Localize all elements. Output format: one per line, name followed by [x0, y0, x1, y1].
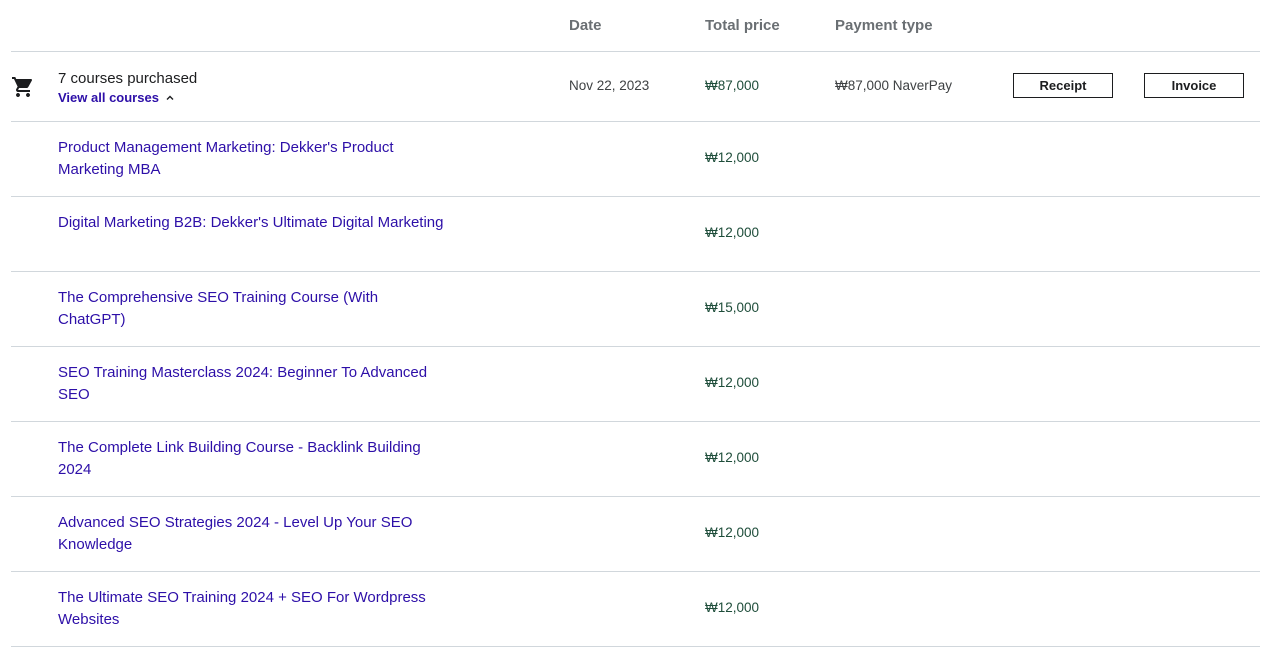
course-row: SEO Training Masterclass 2024: Beginner …: [11, 347, 1260, 422]
course-price: ₩12,000: [705, 450, 760, 465]
course-price: ₩12,000: [705, 375, 760, 390]
course-price: ₩12,000: [705, 600, 760, 615]
purchase-history-table: Date Total price Payment type 7 courses …: [11, 0, 1260, 647]
course-price: ₩12,000: [705, 150, 760, 165]
course-title-link[interactable]: SEO Training Masterclass 2024: Beginner …: [58, 364, 428, 403]
course-price: ₩12,000: [705, 525, 760, 540]
courses-purchased-count: 7 courses purchased: [58, 70, 198, 87]
course-title-link[interactable]: The Comprehensive SEO Training Course (W…: [58, 289, 379, 328]
course-title-link[interactable]: The Ultimate SEO Training 2024 + SEO For…: [58, 589, 426, 628]
purchase-date: Nov 22, 2023: [569, 78, 650, 93]
table-header: Date Total price Payment type: [11, 0, 1260, 52]
shopping-cart-icon: [12, 77, 33, 97]
course-row: Digital Marketing B2B: Dekker's Ultimate…: [11, 197, 1260, 272]
course-price: ₩15,000: [705, 300, 760, 315]
purchase-summary-row: 7 courses purchased View all courses Nov…: [11, 52, 1260, 122]
course-row: The Complete Link Building Course - Back…: [11, 422, 1260, 497]
view-all-courses-toggle[interactable]: View all courses: [58, 90, 175, 105]
total-price-column-header: Total price: [705, 17, 780, 34]
course-title-link[interactable]: Digital Marketing B2B: Dekker's Ultimate…: [58, 214, 444, 231]
payment-type: ₩87,000 NaverPay: [835, 78, 953, 93]
course-title-link[interactable]: The Complete Link Building Course - Back…: [58, 439, 421, 478]
chevron-up-icon: [166, 95, 174, 100]
date-column-header: Date: [569, 17, 602, 34]
course-title-link[interactable]: Product Management Marketing: Dekker's P…: [58, 139, 394, 178]
course-row: Advanced SEO Strategies 2024 - Level Up …: [11, 497, 1260, 572]
course-price: ₩12,000: [705, 225, 760, 240]
course-row: Product Management Marketing: Dekker's P…: [11, 122, 1260, 197]
course-title-link[interactable]: Advanced SEO Strategies 2024 - Level Up …: [58, 514, 413, 553]
receipt-button[interactable]: Receipt: [1013, 73, 1113, 98]
purchase-total-price: ₩87,000: [705, 78, 760, 93]
course-row: The Ultimate SEO Training 2024 + SEO For…: [11, 572, 1260, 647]
payment-type-column-header: Payment type: [835, 17, 933, 34]
view-all-courses-label: View all courses: [58, 90, 159, 105]
course-row: The Comprehensive SEO Training Course (W…: [11, 272, 1260, 347]
invoice-button[interactable]: Invoice: [1144, 73, 1244, 98]
